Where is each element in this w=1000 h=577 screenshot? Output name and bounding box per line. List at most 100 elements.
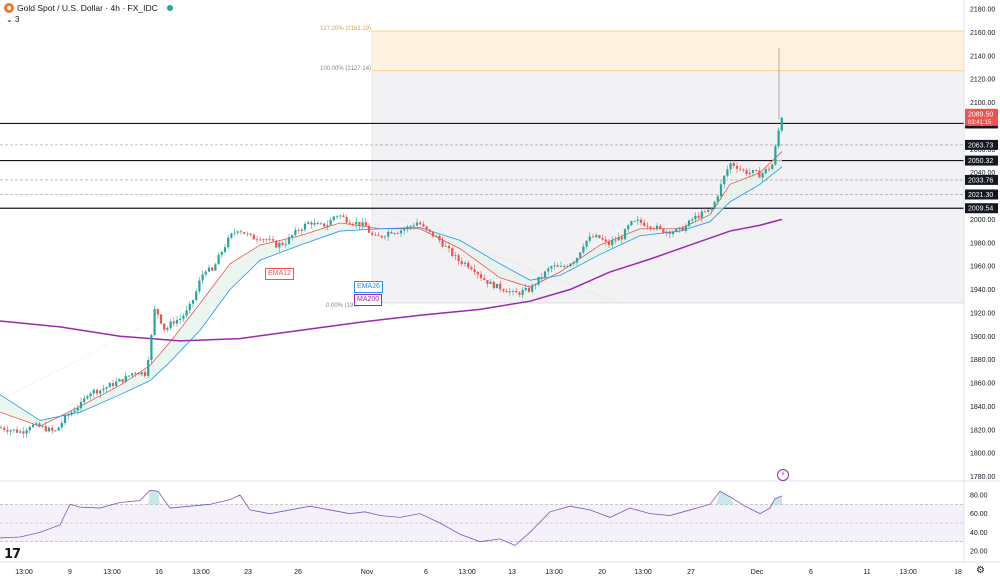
market-open-icon <box>166 5 173 11</box>
candle-body <box>111 383 115 386</box>
price-level-badge <box>965 189 998 200</box>
candle-body <box>476 272 479 275</box>
candle-body <box>543 271 547 278</box>
tradingview-logo[interactable]: 17 <box>4 547 21 562</box>
candle-body <box>451 248 454 256</box>
candle-body <box>742 169 745 171</box>
ema26-tag: EMA26 <box>354 281 383 293</box>
candle-body <box>393 233 396 234</box>
candle-body <box>204 271 207 275</box>
candle-body <box>169 321 172 328</box>
candle-body <box>563 266 566 267</box>
candle-body <box>700 211 703 218</box>
candle-body <box>719 184 723 197</box>
gear-icon[interactable]: ⚙ <box>976 565 985 576</box>
candle-body <box>572 262 575 264</box>
current-price-badge <box>965 108 998 126</box>
candle-body <box>3 427 6 430</box>
candle-body <box>713 201 716 209</box>
candle-body <box>390 231 393 234</box>
candle-body <box>268 239 271 241</box>
price-tick-label: 2060.00 <box>970 147 995 154</box>
candle-body <box>649 226 652 229</box>
candle-body <box>470 267 473 270</box>
candle-body <box>755 170 758 171</box>
time-axis-label: 11 <box>863 569 870 576</box>
time-axis-label: 27 <box>687 569 695 576</box>
gold-logo-icon <box>4 3 14 13</box>
candle-body <box>681 227 684 231</box>
candle-body <box>630 221 633 226</box>
candle-body <box>236 231 239 233</box>
candle-body <box>454 255 457 257</box>
candle-body <box>310 222 313 225</box>
candle-body <box>291 235 294 238</box>
candle-body <box>675 228 678 232</box>
candle-body <box>207 267 211 272</box>
candle-body <box>115 381 118 386</box>
candle-body <box>575 258 579 263</box>
rsi-tick-label: 60.00 <box>970 511 988 518</box>
time-axis-label: 13:00 <box>192 569 210 576</box>
price-level-label: 2033.76 <box>968 177 993 184</box>
candle-body <box>329 219 332 226</box>
symbol-header[interactable]: Gold Spot / U.S. Dollar · 4h · FX_IDC <box>4 3 173 13</box>
flash-event-icon[interactable]: ⚡ <box>777 469 789 481</box>
price-level-label: 2050.32 <box>968 158 993 165</box>
candle-body <box>255 239 259 241</box>
candle-body <box>79 401 83 409</box>
candle-body <box>585 240 588 247</box>
candle-body <box>486 280 489 284</box>
candle-body <box>227 237 230 248</box>
candle-body <box>492 281 495 289</box>
candle-body <box>57 427 60 431</box>
candle-body <box>707 209 710 212</box>
price-level-label: 2021.30 <box>968 192 993 199</box>
candle-body <box>527 287 531 292</box>
candle-body <box>716 196 719 202</box>
price-tick-label: 1860.00 <box>970 381 995 388</box>
candle-body <box>38 423 41 427</box>
candle-body <box>86 396 89 399</box>
candle-body <box>150 335 153 361</box>
candle-body <box>540 276 543 278</box>
candle-body <box>195 291 198 301</box>
candle-body <box>582 246 585 253</box>
candle-body <box>723 175 726 185</box>
candle-body <box>102 388 105 391</box>
candle-body <box>335 216 339 218</box>
price-tick-label: 2100.00 <box>970 100 995 107</box>
candle-body <box>447 246 451 249</box>
candle-body <box>134 372 137 374</box>
price-tick-label: 1780.00 <box>970 474 995 481</box>
candle-body <box>761 173 764 178</box>
price-tick-label: 2040.00 <box>970 170 995 177</box>
candle-body <box>745 170 748 174</box>
candle-body <box>28 427 31 431</box>
candle-body <box>687 220 691 227</box>
candle-body <box>217 254 220 265</box>
indicator-legend-toggle[interactable]: ⌄ 3 <box>6 15 19 24</box>
time-axis-label: 23 <box>244 569 252 576</box>
candle-body <box>387 231 390 237</box>
candle-body <box>553 265 556 267</box>
candle-body <box>323 223 326 227</box>
candle-body <box>121 379 124 382</box>
candle-body <box>281 242 284 245</box>
candle-body <box>287 237 291 244</box>
candle-body <box>438 235 441 241</box>
candle-body <box>508 291 511 293</box>
candle-body <box>364 222 367 226</box>
candle-body <box>124 375 127 382</box>
ema12-tag: EMA12 <box>265 268 294 280</box>
symbol-title[interactable]: Gold Spot / U.S. Dollar · 4h · FX_IDC <box>17 3 158 13</box>
price-tick-label: 2160.00 <box>970 30 995 37</box>
price-tick-label: 1940.00 <box>970 287 995 294</box>
candle-body <box>12 429 15 431</box>
candle-body <box>412 225 415 227</box>
candle-body <box>598 235 601 239</box>
fib-label-0: 0.00% (19... <box>326 303 359 309</box>
candle-body <box>220 251 223 255</box>
candle-body <box>380 235 383 238</box>
